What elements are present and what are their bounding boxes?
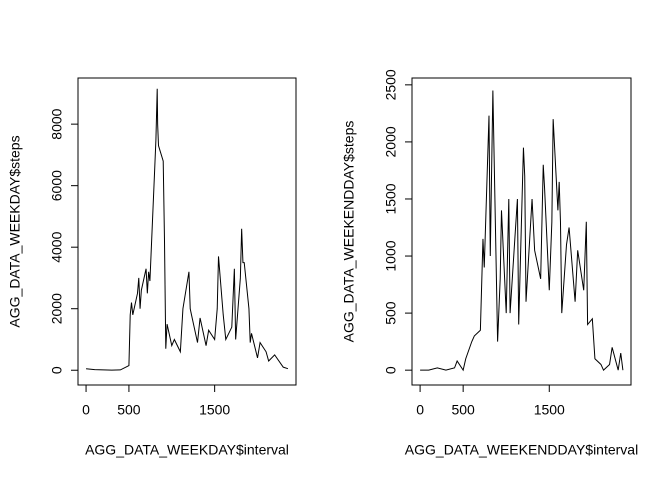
panel: 0 500 1500 0 2000 4000 6000 8000 AGG_DATA_WEEKDA… [7,77,297,458]
y-tick-label: 0 [383,366,399,374]
y-tick-label: 2000 [383,126,399,157]
y-tick-label: 1000 [383,240,399,271]
x-tick-label: 500 [451,402,475,418]
x-tick-label: 1500 [534,402,565,418]
y-tick-label: 4000 [49,231,65,262]
panel: 0 500 1500 0 500 1000 1500 2000 2500 AGG_DATA_WEE… [341,69,639,458]
y-tick-label: 500 [383,301,399,325]
x-tick-label: 0 [416,402,424,418]
x-tick-label: 500 [117,402,141,418]
data-line [86,88,289,371]
y-tick-label: 2500 [383,69,399,100]
y-tick-label: 8000 [49,108,65,139]
y-axis-label: AGG_DATA_WEEKENDDAY$steps [341,121,357,343]
plot-box [77,77,297,386]
y-tick-label: 6000 [49,170,65,201]
y-tick-label: 0 [49,366,65,374]
x-axis-label: AGG_DATA_WEEKENDDAY$interval [405,442,638,458]
x-axis-label: AGG_DATA_WEEKDAY$interval [85,442,289,458]
x-tick-label: 1500 [199,402,230,418]
y-axis-label: AGG_DATA_WEEKDAY$steps [7,135,23,327]
y-tick-label: 2000 [49,293,65,324]
data-line [420,90,624,372]
x-tick-label: 0 [82,402,90,418]
y-tick-label: 1500 [383,183,399,214]
